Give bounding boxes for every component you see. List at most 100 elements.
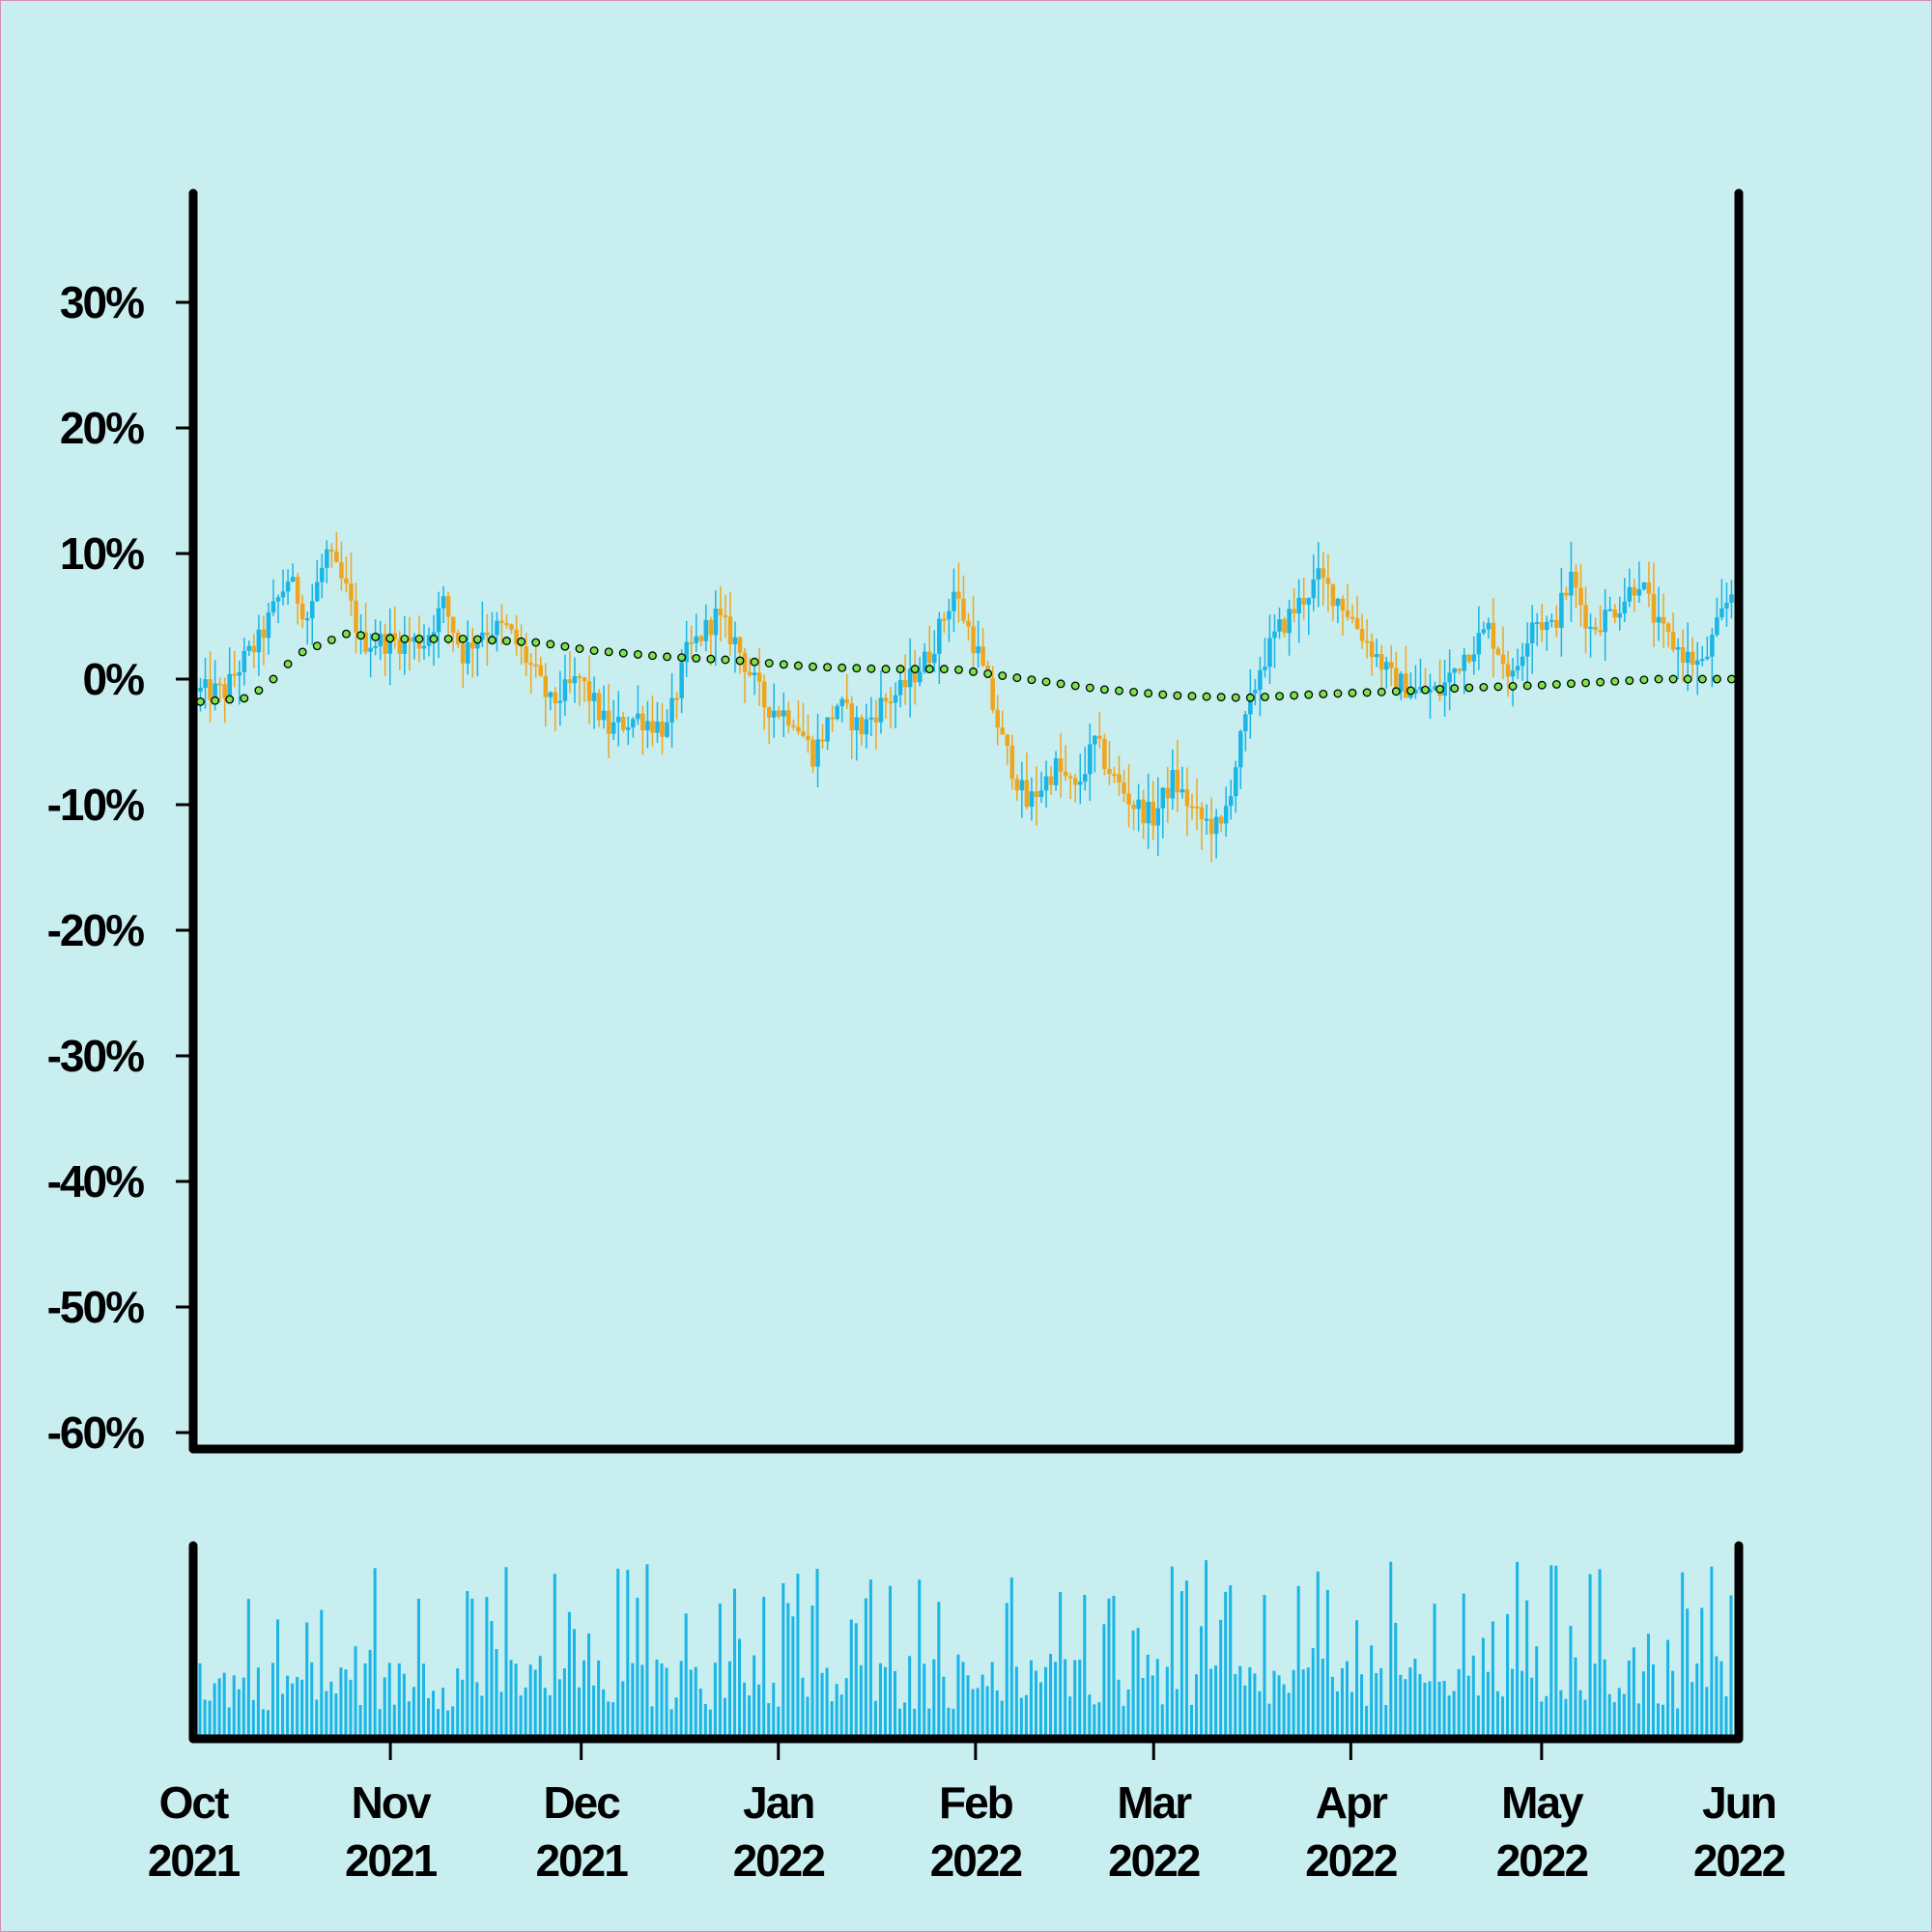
candle-body <box>1024 780 1030 808</box>
volume-bar <box>1495 1690 1499 1739</box>
moving-average-point <box>472 635 482 644</box>
volume-bar <box>772 1683 776 1739</box>
volume-bar <box>1311 1648 1315 1739</box>
x-tick-year-label: 2022 <box>1305 1835 1397 1886</box>
volume-bar <box>781 1582 785 1739</box>
volume-bar <box>1471 1655 1475 1739</box>
volume-bar <box>1418 1673 1422 1739</box>
candle-body <box>912 668 918 683</box>
volume-bar <box>1719 1661 1723 1739</box>
candle-body <box>742 652 748 672</box>
candle-body <box>1189 806 1195 809</box>
candle-body <box>1179 789 1185 793</box>
volume-bar <box>1379 1667 1383 1739</box>
volume-bar <box>1350 1691 1354 1739</box>
volume-bar <box>602 1689 606 1739</box>
volume-bar <box>830 1701 834 1739</box>
candle-body <box>1719 608 1724 618</box>
volume-bar <box>514 1663 518 1739</box>
candle-body <box>1452 668 1457 673</box>
candle-body <box>1005 734 1010 747</box>
volume-bar <box>1574 1657 1577 1739</box>
volume-bar <box>1005 1603 1009 1739</box>
volume-bar <box>942 1676 946 1739</box>
candle-body <box>1529 622 1535 644</box>
candle-body <box>1675 646 1681 650</box>
moving-average-point <box>196 696 205 706</box>
volume-bar <box>305 1622 309 1739</box>
candle-body <box>1383 662 1389 670</box>
candle-body <box>606 710 611 734</box>
candle-body <box>217 683 222 686</box>
candle-body <box>1029 791 1035 808</box>
candle-body <box>849 703 855 730</box>
volume-bar <box>402 1673 406 1739</box>
volume-bar <box>1598 1569 1602 1739</box>
volume-bar <box>825 1667 829 1739</box>
candle-body <box>1598 630 1603 633</box>
candle-body <box>752 672 757 676</box>
candle-body <box>1646 582 1652 594</box>
candle-body <box>373 645 378 648</box>
moving-average-point <box>283 659 293 668</box>
moving-average-point <box>327 635 336 644</box>
candle-body <box>1267 638 1272 668</box>
volume-bar <box>1681 1572 1685 1739</box>
candle-body <box>1258 669 1263 691</box>
volume-bar <box>1578 1690 1582 1739</box>
candle-body <box>1088 744 1093 775</box>
volume-bar <box>1024 1694 1028 1739</box>
moving-average-point <box>487 636 497 645</box>
x-tick-month-label: Oct <box>159 1777 229 1828</box>
candle-body <box>893 695 898 703</box>
volume-bar <box>971 1689 975 1739</box>
volume-bar <box>203 1699 207 1739</box>
volume-bar <box>767 1703 771 1739</box>
moving-average-point <box>1158 690 1168 699</box>
moving-average-point <box>575 644 584 653</box>
candle-body <box>902 679 908 688</box>
volume-bar <box>1437 1681 1441 1739</box>
volume-bar <box>1146 1654 1150 1739</box>
volume-bar <box>743 1682 747 1739</box>
candle-body <box>1607 609 1612 611</box>
volume-bar <box>1370 1645 1374 1739</box>
moving-average-point <box>1115 686 1123 696</box>
volume-bar <box>1068 1696 1072 1739</box>
moving-average-point <box>692 653 701 663</box>
candle-body <box>285 582 291 592</box>
candle-body <box>397 639 403 654</box>
candle-body <box>1612 609 1617 618</box>
volume-bar <box>1404 1679 1407 1739</box>
volume-bar <box>1205 1560 1208 1739</box>
candle-body <box>222 684 227 698</box>
candle-body <box>601 710 607 721</box>
volume-bar <box>291 1683 295 1739</box>
candle-body <box>694 636 699 643</box>
candle-body <box>1165 787 1171 799</box>
volume-bar <box>1466 1675 1470 1739</box>
volume-bar <box>698 1689 702 1739</box>
volume-bar <box>1447 1695 1451 1739</box>
volume-bar <box>927 1708 931 1739</box>
candle-body <box>723 614 728 617</box>
volume-bar <box>1540 1701 1544 1739</box>
moving-average-point <box>764 659 774 668</box>
candle-body <box>1583 605 1588 629</box>
volume-bar <box>1073 1660 1077 1739</box>
volume-bar <box>1009 1577 1013 1739</box>
volume-bar <box>689 1669 693 1739</box>
volume-bar <box>1516 1561 1520 1739</box>
moving-average-point <box>1596 677 1605 687</box>
candle-body <box>256 629 262 653</box>
moving-average-point <box>1581 678 1590 688</box>
volume-bar <box>310 1662 314 1739</box>
candle-body <box>922 651 927 672</box>
moving-average-point <box>414 634 424 643</box>
candle-body <box>1389 662 1394 668</box>
candle-body <box>674 697 679 700</box>
candle-body <box>1603 610 1607 633</box>
volume-bar <box>1277 1675 1281 1739</box>
volume-bar <box>1389 1561 1393 1739</box>
candle-body <box>1574 571 1578 588</box>
